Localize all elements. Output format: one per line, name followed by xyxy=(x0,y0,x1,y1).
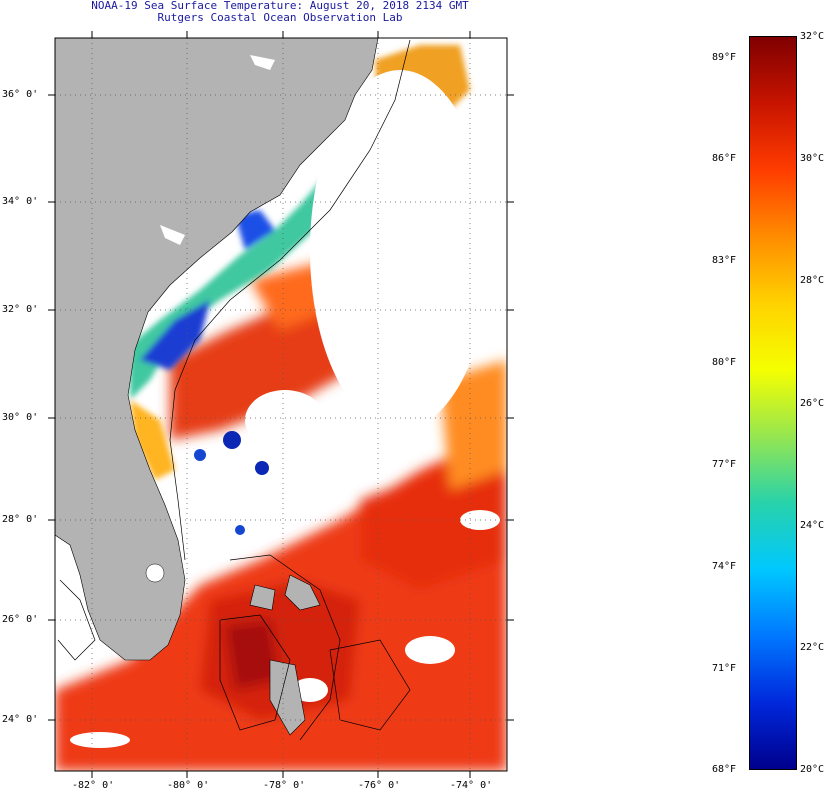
lat-lon-grid xyxy=(55,38,507,771)
map-title: NOAA-19 Sea Surface Temperature: August … xyxy=(91,0,469,12)
temperature-colorbar xyxy=(749,36,797,770)
cloud-patches xyxy=(70,70,507,748)
sst-warm-water xyxy=(55,260,507,771)
fahrenheit-label: 71°F xyxy=(712,663,737,674)
land-bahamas xyxy=(284,574,321,611)
fahrenheit-label: 68°F xyxy=(712,764,737,775)
fahrenheit-label: 77°F xyxy=(712,459,737,470)
lon-label: -82° 0' xyxy=(72,780,115,791)
lon-label: -80° 0' xyxy=(167,780,210,791)
celsius-label: 32°C xyxy=(800,31,825,42)
celsius-label: 20°C xyxy=(800,764,825,775)
map-subtitle: Rutgers Coastal Ocean Observation Lab xyxy=(157,11,403,24)
lat-label: 36° 0' xyxy=(2,89,39,100)
fahrenheit-label: 83°F xyxy=(712,255,737,266)
celsius-label: 26°C xyxy=(800,398,825,409)
fahrenheit-label: 86°F xyxy=(712,153,737,164)
lon-label: -78° 0' xyxy=(263,780,306,791)
lat-label: 32° 0' xyxy=(2,304,39,315)
lat-label: 28° 0' xyxy=(2,514,39,525)
lat-label: 34° 0' xyxy=(2,196,39,207)
fahrenheit-label: 74°F xyxy=(712,561,737,572)
land-southeast-us xyxy=(55,38,379,661)
lat-label: 30° 0' xyxy=(2,412,39,423)
celsius-label: 28°C xyxy=(800,275,825,286)
fahrenheit-label: 89°F xyxy=(712,52,737,63)
lon-label: -74° 0' xyxy=(450,780,493,791)
map-frame xyxy=(54,37,508,772)
fahrenheit-label: 80°F xyxy=(712,357,737,368)
celsius-label: 24°C xyxy=(800,520,825,531)
lon-label: -76° 0' xyxy=(358,780,401,791)
axis-ticks xyxy=(48,31,514,778)
lat-label: 26° 0' xyxy=(2,614,39,625)
celsius-label: 22°C xyxy=(800,642,825,653)
celsius-label: 30°C xyxy=(800,153,825,164)
lat-label: 24° 0' xyxy=(2,714,39,725)
lake-okeechobee xyxy=(145,563,165,583)
